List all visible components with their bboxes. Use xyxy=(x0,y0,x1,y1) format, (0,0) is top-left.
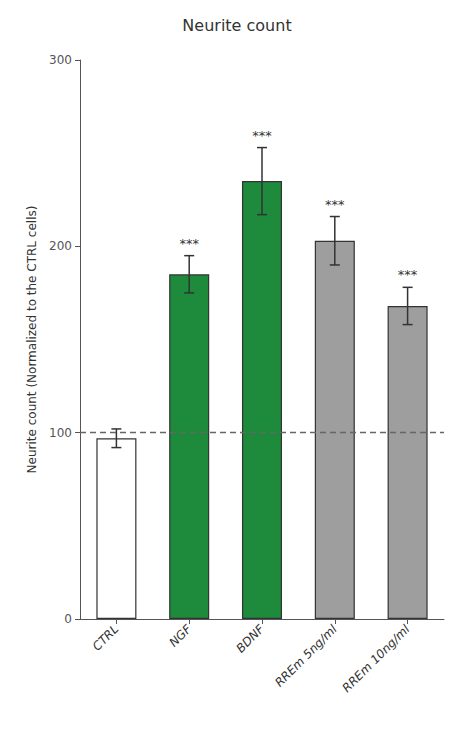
svg-text:Neurite count (Normalized to t: Neurite count (Normalized to the CTRL ce… xyxy=(25,206,39,474)
svg-text:***: *** xyxy=(325,197,345,212)
svg-text:200: 200 xyxy=(49,239,72,253)
svg-text:***: *** xyxy=(179,236,199,251)
svg-text:100: 100 xyxy=(49,426,72,440)
svg-text:Neurite count: Neurite count xyxy=(182,16,291,35)
svg-text:0: 0 xyxy=(64,612,72,626)
svg-text:BDNF: BDNF xyxy=(233,621,267,655)
svg-text:CTRL: CTRL xyxy=(90,622,122,654)
svg-text:300: 300 xyxy=(49,53,72,67)
svg-text:RREm 10ng/ml: RREm 10ng/ml xyxy=(340,622,413,695)
svg-text:***: *** xyxy=(252,128,272,143)
svg-text:NGF: NGF xyxy=(166,621,194,649)
svg-text:RREm 5ng/ml: RREm 5ng/ml xyxy=(272,622,340,690)
svg-text:***: *** xyxy=(398,267,418,282)
